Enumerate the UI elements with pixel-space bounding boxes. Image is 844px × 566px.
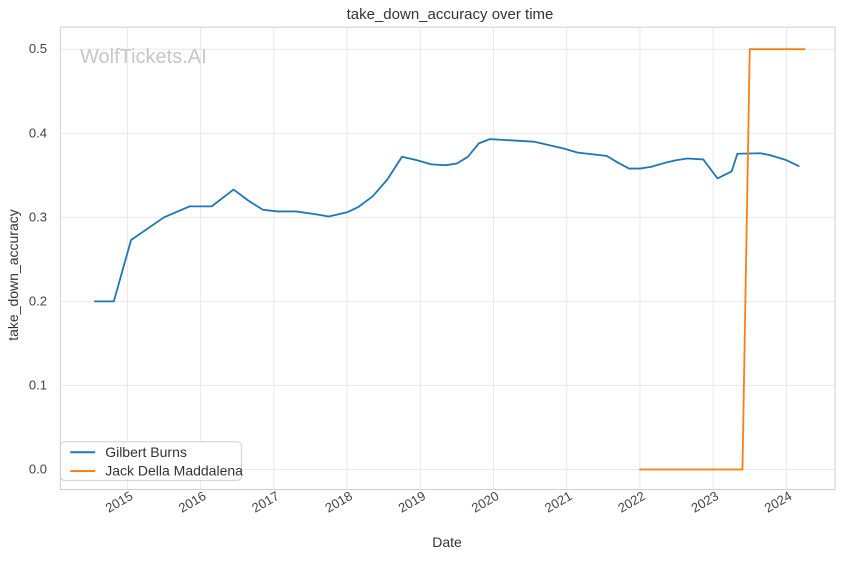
svg-text:2021: 2021 — [542, 488, 575, 515]
svg-text:0.0: 0.0 — [29, 462, 47, 477]
svg-text:2022: 2022 — [615, 488, 648, 515]
svg-text:Gilbert Burns: Gilbert Burns — [105, 444, 187, 460]
svg-text:2016: 2016 — [176, 488, 209, 515]
svg-text:2015: 2015 — [103, 488, 136, 515]
svg-text:take_down_accuracy: take_down_accuracy — [5, 209, 21, 341]
svg-text:0.3: 0.3 — [29, 209, 47, 224]
svg-text:WolfTickets.AI: WolfTickets.AI — [80, 46, 207, 68]
svg-text:2018: 2018 — [322, 488, 355, 515]
svg-text:2024: 2024 — [762, 488, 795, 515]
svg-text:Jack Della Maddalena: Jack Della Maddalena — [105, 463, 243, 479]
svg-text:2017: 2017 — [249, 488, 282, 515]
svg-text:2023: 2023 — [688, 488, 721, 515]
svg-text:Date: Date — [432, 534, 462, 550]
svg-text:take_down_accuracy over time: take_down_accuracy over time — [347, 6, 554, 23]
svg-text:0.2: 0.2 — [29, 293, 47, 308]
svg-text:2020: 2020 — [469, 488, 502, 515]
svg-text:0.1: 0.1 — [29, 377, 47, 392]
svg-text:2019: 2019 — [396, 488, 429, 515]
svg-text:0.5: 0.5 — [29, 41, 47, 56]
svg-text:0.4: 0.4 — [29, 125, 47, 140]
